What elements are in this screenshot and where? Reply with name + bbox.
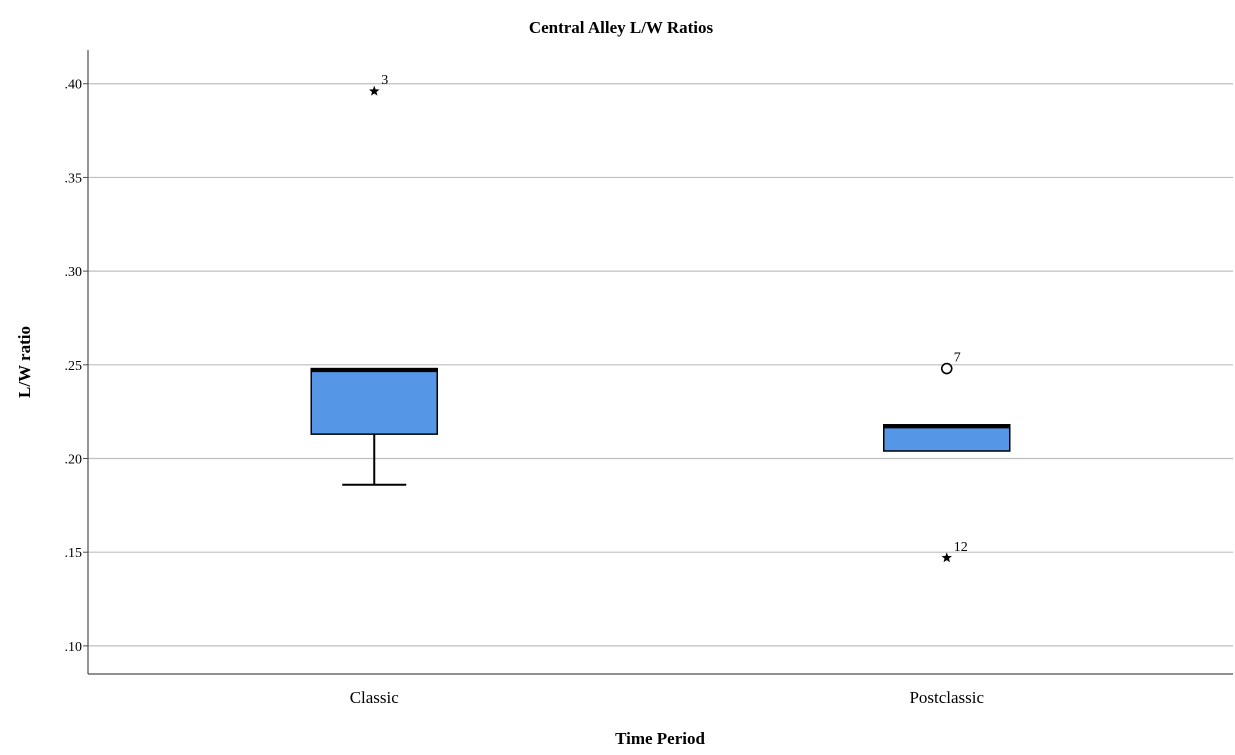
- y-tick-label: .30: [65, 265, 83, 280]
- outlier-marker: [940, 362, 953, 375]
- y-tick-label: .10: [65, 640, 83, 655]
- y-tick-label: .25: [65, 359, 83, 374]
- x-tick-label: Classic: [350, 688, 400, 707]
- outlier-label: 3: [381, 73, 388, 88]
- y-tick-label: .15: [65, 546, 83, 561]
- outlier-extreme-marker: [369, 85, 380, 96]
- outlier-extreme-marker: [941, 552, 952, 563]
- y-tick-label: .20: [65, 453, 83, 468]
- chart-title: Central Alley L/W Ratios: [529, 18, 714, 37]
- x-axis-label: Time Period: [615, 729, 705, 748]
- y-axis-label: L/W ratio: [15, 326, 34, 398]
- outlier-label: 12: [954, 540, 968, 555]
- y-tick-label: .40: [65, 78, 83, 93]
- plot-area: .10 .15 .20 .25 .30 .35 .40 Classic Postclassic 3…: [65, 50, 1233, 707]
- x-tick-label: Postclassic: [909, 688, 984, 707]
- box-iqr: [310, 367, 438, 435]
- y-tick-label: .35: [65, 171, 83, 186]
- outlier-label: 7: [954, 351, 961, 366]
- box-iqr: [883, 424, 1011, 452]
